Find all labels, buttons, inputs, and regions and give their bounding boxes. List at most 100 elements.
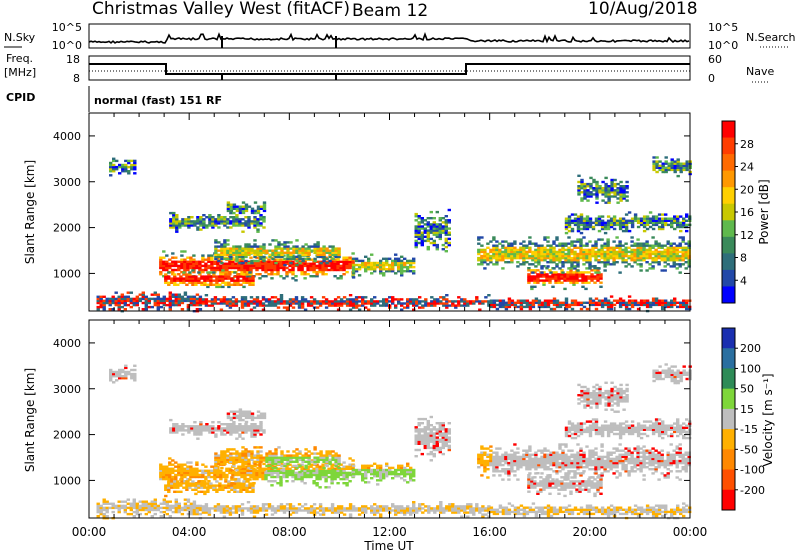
echo-cell: [597, 223, 602, 227]
echo-cell: [583, 182, 587, 186]
echo-cell: [168, 299, 172, 303]
echo-cell: [569, 271, 573, 274]
echo-cell: [223, 224, 227, 227]
echo-cell: [357, 265, 362, 269]
echo-cell: [525, 512, 530, 516]
echo-cell: [654, 514, 659, 518]
echo-cell: [379, 261, 383, 265]
echo-cell: [220, 462, 224, 466]
nsearch-tick-bottom: 10^0: [708, 39, 738, 52]
echo-cell: [313, 245, 317, 248]
echo-cell: [223, 247, 227, 250]
echo-cell: [167, 277, 171, 280]
echo-cell: [337, 255, 341, 259]
echo-cell: [180, 295, 185, 298]
echo-cell: [240, 264, 244, 268]
echo-cell: [264, 264, 268, 268]
echo-cell: [594, 303, 599, 307]
echo-cell: [594, 240, 598, 243]
echo-cell: [610, 180, 614, 184]
echo-cell: [664, 504, 668, 507]
echo-cell: [618, 512, 623, 516]
echo-cell: [170, 482, 174, 485]
echo-cell: [241, 205, 246, 208]
echo-cell: [645, 223, 650, 227]
echo-cell: [673, 170, 677, 174]
echo-cell: [215, 277, 219, 280]
echo-cell: [210, 258, 214, 261]
echo-cell: [255, 471, 259, 475]
echo-cell: [232, 249, 236, 252]
echo-cell: [312, 473, 316, 477]
echo-cell: [582, 259, 586, 262]
echo-cell: [546, 301, 551, 304]
echo-cell: [174, 475, 178, 479]
echo-cell: [204, 511, 209, 514]
echo-cell: [316, 255, 320, 259]
echo-cell: [217, 249, 221, 252]
echo-cell: [197, 271, 201, 274]
echo-cell: [247, 452, 251, 455]
echo-cell: [639, 512, 644, 516]
echo-cell: [197, 482, 201, 485]
echo-cell: [195, 266, 199, 270]
echo-cell: [576, 265, 580, 268]
echo-cell: [279, 296, 284, 299]
echo-cell: [388, 263, 392, 267]
echo-cell: [685, 299, 689, 302]
echo-cell: [242, 482, 246, 485]
echo-cell: [231, 302, 236, 305]
echo-cell: [391, 268, 395, 271]
echo-cell: [253, 220, 257, 223]
echo-cell: [256, 247, 260, 250]
echo-cell: [345, 266, 349, 270]
echo-cell: [214, 224, 218, 227]
echo-cell: [318, 469, 322, 472]
echo-cell: [195, 512, 200, 516]
echo-cell: [280, 247, 284, 250]
echo-cell: [427, 507, 431, 510]
echo-cell: [189, 506, 194, 510]
echo-cell: [195, 510, 200, 514]
echo-cell: [192, 295, 197, 298]
echo-cell: [687, 263, 691, 266]
echo-cell: [654, 259, 658, 262]
echo-cell: [239, 275, 243, 278]
echo-cell: [648, 510, 653, 514]
echo-cell: [203, 484, 207, 487]
echo-cell: [606, 508, 611, 511]
echo-cell: [426, 248, 430, 251]
echo-cell: [438, 225, 442, 228]
echo-cell: [351, 302, 356, 305]
echo-cell: [198, 264, 202, 268]
echo-cell: [342, 256, 346, 259]
echo-cell: [582, 254, 586, 258]
echo-cell: [172, 216, 176, 219]
echo-cell: [681, 254, 685, 258]
echo-cell: [670, 514, 674, 518]
echo-cell: [295, 255, 299, 259]
echo-cell: [651, 261, 655, 264]
echo-cell: [576, 215, 581, 218]
echo-cell: [546, 265, 550, 268]
echo-cell: [567, 215, 572, 218]
echo-cell: [267, 473, 271, 477]
echo-cell: [236, 277, 240, 280]
echo-cell: [597, 219, 602, 222]
echo-cell: [230, 277, 234, 280]
echo-cell: [636, 225, 641, 229]
echo-cell: [318, 266, 322, 270]
echo-cell: [510, 244, 514, 247]
echo-cell: [561, 248, 565, 252]
echo-cell: [175, 226, 179, 229]
echo-cell: [195, 299, 200, 303]
echo-cell: [174, 508, 178, 512]
echo-cell: [591, 252, 595, 256]
echo-cell: [174, 469, 178, 472]
echo-cell: [249, 302, 254, 305]
echo-cell: [439, 501, 443, 504]
echo-cell: [624, 221, 629, 224]
echo-cell: [660, 244, 664, 247]
echo-cell: [276, 505, 281, 508]
echo-cell: [354, 507, 359, 510]
